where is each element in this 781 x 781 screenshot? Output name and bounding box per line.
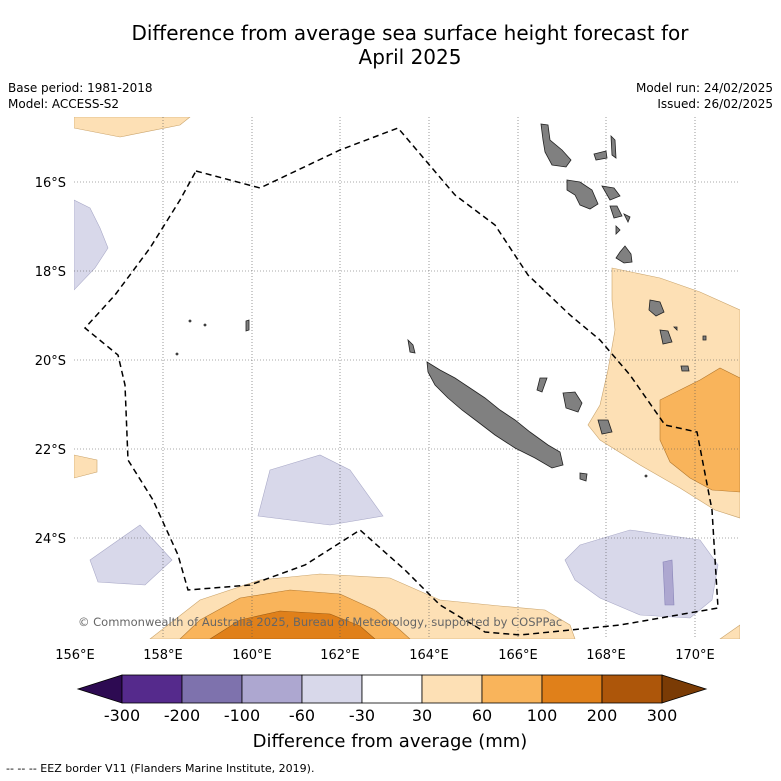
vanuatu-island-1 [540,123,572,168]
map-gridlines [74,117,740,639]
lon-label: 168°E [586,648,626,663]
lat-label: 20°S [35,354,66,369]
colorbar-high-extension [661,674,708,704]
new-caledonia-island [426,361,564,469]
colorbar-segment [481,674,543,704]
colorbar-tick-label: 200 [587,706,618,725]
lon-label: 164°E [409,648,449,663]
lat-label: 22°S [35,443,66,458]
lat-label: 16°S [35,176,66,191]
anomaly-minus60-minus30-regions [74,199,719,619]
colorbar-segment [121,674,183,704]
colorbar-segment [361,674,423,704]
model-text: Model: ACCESS-S2 [8,97,120,111]
colorbar [76,674,708,704]
colorbar-label: Difference from average (mm) [253,731,528,752]
lon-label: 156°E [55,648,95,663]
eez-legend-text: -- -- -- EEZ border V11 (Flanders Marine… [6,762,315,775]
colorbar-tick-labels: -300 -200 -100 -60 -30 30 60 100 200 300 [104,706,677,725]
issued-text: Issued: 26/02/2025 [657,97,773,111]
map-title-line2: April 2025 [358,45,462,69]
base-period-text: Base period: 1981-2018 [8,81,153,95]
lon-label: 162°E [320,648,360,663]
eez-border-line [83,127,719,636]
colorbar-tick-label: 100 [527,706,558,725]
metadata-left: Base period: 1981-2018 Model: ACCESS-S2 [8,80,153,112]
land-masses [175,123,707,482]
anomaly-minus100-minus60-region [662,559,675,606]
colorbar-tick-label: 30 [412,706,432,725]
copyright-text: © Commonwealth of Australia 2025, Bureau… [78,615,562,629]
colorbar-segment [541,674,603,704]
lon-label: 160°E [232,648,272,663]
model-run-text: Model run: 24/02/2025 [635,81,773,95]
lat-label: 24°S [35,532,66,547]
anomaly-100-200-regions [209,610,376,639]
colorbar-tick-label: -30 [349,706,375,725]
colorbar-low-extension [76,674,123,704]
colorbar-segment [601,674,663,704]
colorbar-segment [181,674,243,704]
colorbar-tick-label: -200 [164,706,200,725]
metadata-right: Model run: 24/02/2025 Issued: 26/02/2025 [636,80,773,112]
lon-label: 166°E [498,648,538,663]
colorbar-tick-label: 300 [647,706,678,725]
colorbar-tick-label: -60 [289,706,315,725]
colorbar-segment [301,674,363,704]
lon-label: 170°E [675,648,715,663]
colorbar-segment [421,674,483,704]
longitude-labels: 156°E 158°E 160°E 162°E 164°E 166°E 168°… [55,648,715,663]
lat-label: 18°S [35,265,66,280]
lon-label: 158°E [143,648,183,663]
colorbar-tick-label: -100 [224,706,260,725]
colorbar-tick-label: 60 [472,706,492,725]
map-area: © Commonwealth of Australia 2025, Bureau… [74,117,740,639]
latitude-labels: 16°S 18°S 20°S 22°S 24°S [35,176,66,547]
map-title-line1: Difference from average sea surface heig… [131,21,689,45]
colorbar-tick-label: -300 [104,706,140,725]
colorbar-segment [241,674,303,704]
